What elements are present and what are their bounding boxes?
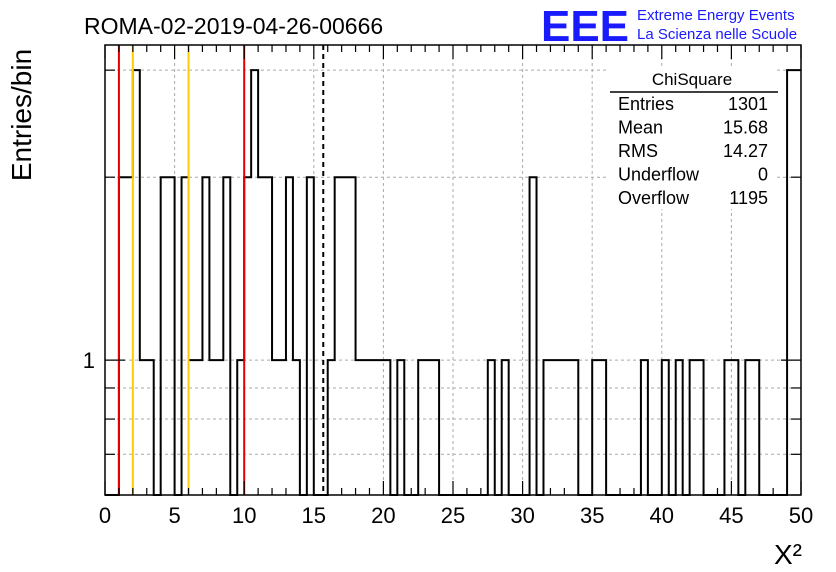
axes: 0 5 10 15 20 25 30 35 40 45 50 1 — [83, 44, 813, 528]
logo-letters: EEE — [541, 2, 629, 51]
histogram-bin — [745, 360, 752, 495]
x-tick-label: 40 — [650, 503, 674, 528]
histogram-bin — [161, 177, 168, 495]
stats-value: 14.27 — [723, 141, 768, 161]
histogram-bin — [397, 360, 404, 495]
stats-value: 0 — [758, 165, 768, 185]
stats-value: 15.68 — [723, 118, 768, 138]
histogram-bin — [697, 360, 704, 495]
histogram-bin — [286, 177, 293, 495]
histogram-bin — [592, 360, 599, 495]
histogram-bin — [133, 70, 140, 495]
histogram-bin — [328, 360, 335, 495]
histogram-bin — [690, 360, 697, 495]
histogram-bin — [195, 360, 202, 495]
histogram-bin — [119, 177, 126, 495]
x-tick-label: 10 — [232, 503, 256, 528]
histogram-bin — [209, 360, 216, 495]
histogram-bin — [564, 360, 571, 495]
histogram-bin — [237, 360, 244, 495]
histogram-bin — [251, 70, 258, 495]
histogram-bin — [189, 360, 196, 495]
x-tick-label: 25 — [441, 503, 465, 528]
histogram-bin — [425, 360, 432, 495]
histogram-bin — [543, 360, 550, 495]
histogram-bin — [140, 360, 147, 495]
stats-box-background — [608, 66, 776, 209]
histogram-bin — [641, 360, 648, 495]
histogram-outline — [105, 69, 801, 496]
histogram-bin — [432, 360, 439, 495]
histogram-bin — [126, 177, 133, 495]
histogram-bin — [182, 177, 189, 495]
x-tick-label: 20 — [371, 503, 395, 528]
histogram-bin — [293, 360, 300, 495]
x-tick-label: 50 — [789, 503, 813, 528]
histogram-bin — [369, 360, 376, 495]
histogram-bin — [530, 177, 537, 495]
histogram-bin — [376, 360, 383, 495]
x-tick-label: 15 — [302, 503, 326, 528]
histogram-bin — [342, 177, 349, 495]
histogram — [105, 69, 801, 496]
histogram-bin — [356, 360, 363, 495]
x-axis-label: X² — [774, 539, 802, 570]
stats-value: 1301 — [728, 94, 768, 114]
stats-label: RMS — [618, 141, 658, 161]
histogram-bin — [363, 360, 370, 495]
marker-lines — [117, 45, 325, 495]
histogram-bin — [418, 360, 425, 495]
histogram-bin — [307, 177, 314, 495]
y-tick-label: 1 — [83, 348, 95, 373]
stats-label: Underflow — [618, 165, 700, 185]
histogram-bin — [794, 70, 801, 495]
histogram-bin — [349, 177, 356, 495]
x-tick-label: 5 — [168, 503, 180, 528]
histogram-bin — [272, 360, 279, 495]
x-tick-label: 35 — [580, 503, 604, 528]
histogram-bin — [502, 360, 509, 495]
stats-label: Mean — [618, 118, 663, 138]
stats-box-name: ChiSquare — [652, 70, 732, 89]
histogram-bin — [335, 177, 342, 495]
histogram-bin — [279, 360, 286, 495]
x-tick-label: 45 — [719, 503, 743, 528]
logo-line2: La Scienza nelle Scuole — [637, 26, 797, 43]
eee-logo: EEE Extreme Energy Events La Scienza nel… — [541, 2, 797, 51]
histogram-bin — [147, 360, 154, 495]
histogram-bin — [731, 360, 738, 495]
chart-title: ROMA-02-2019-04-26-00666 — [84, 13, 383, 39]
histogram-bin — [202, 177, 209, 495]
histogram-bin — [258, 177, 265, 495]
histogram-bin — [550, 360, 557, 495]
stats-label: Overflow — [618, 188, 690, 208]
histogram-bin — [662, 360, 669, 495]
histogram-bin — [168, 177, 175, 495]
stats-label: Entries — [618, 94, 674, 114]
histogram-bin — [244, 177, 251, 495]
histogram-bin — [752, 360, 759, 495]
histogram-bin — [599, 360, 606, 495]
histogram-bin — [383, 360, 390, 495]
stats-value: 1195 — [729, 188, 768, 208]
histogram-bin — [557, 360, 564, 495]
histogram-bin — [571, 360, 578, 495]
histogram-bin — [216, 360, 223, 495]
x-tick-label: 0 — [99, 503, 111, 528]
x-tick-label: 30 — [510, 503, 534, 528]
y-axis-label: Entries/bin — [6, 49, 37, 181]
histogram-bin — [787, 70, 794, 495]
stats-box: ChiSquare Entries 1301 Mean 15.68 RMS 14.27 Un… — [608, 66, 778, 209]
histogram-bin — [265, 177, 272, 495]
histogram-bin — [488, 360, 495, 495]
histogram-bin — [676, 360, 683, 495]
histogram-bin — [724, 360, 731, 495]
histogram-bin — [223, 177, 230, 495]
logo-line1: Extreme Energy Events — [637, 7, 795, 24]
